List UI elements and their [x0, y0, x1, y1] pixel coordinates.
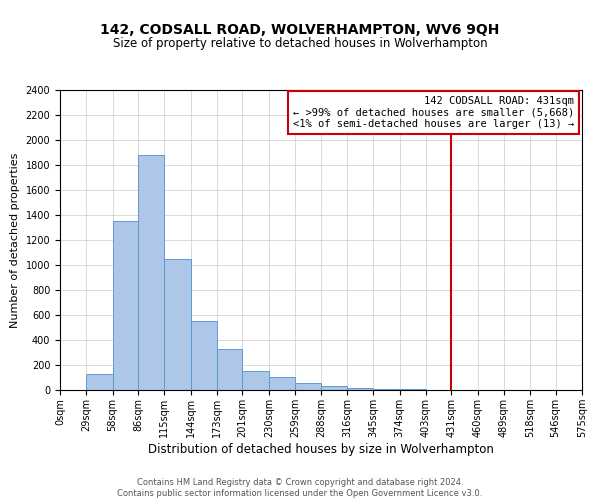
Bar — [86, 374, 113, 390]
Y-axis label: Number of detached properties: Number of detached properties — [10, 152, 20, 328]
Text: Contains HM Land Registry data © Crown copyright and database right 2024.
Contai: Contains HM Land Registry data © Crown c… — [118, 478, 482, 498]
Bar — [269, 377, 295, 390]
Bar — [113, 221, 138, 390]
Bar — [138, 155, 164, 390]
Text: Size of property relative to detached houses in Wolverhampton: Size of property relative to detached ho… — [113, 38, 487, 51]
Text: 142, CODSALL ROAD, WOLVERHAMPTON, WV6 9QH: 142, CODSALL ROAD, WOLVERHAMPTON, WV6 9Q… — [100, 22, 500, 36]
Bar — [322, 386, 347, 390]
Bar — [164, 260, 191, 390]
Bar — [373, 389, 400, 390]
Bar — [242, 370, 269, 390]
Bar — [191, 322, 217, 390]
Text: 142 CODSALL ROAD: 431sqm
← >99% of detached houses are smaller (5,668)
<1% of se: 142 CODSALL ROAD: 431sqm ← >99% of detac… — [293, 96, 574, 129]
X-axis label: Distribution of detached houses by size in Wolverhampton: Distribution of detached houses by size … — [148, 442, 494, 456]
Bar — [295, 382, 322, 390]
Bar — [347, 388, 373, 390]
Bar — [217, 349, 242, 390]
